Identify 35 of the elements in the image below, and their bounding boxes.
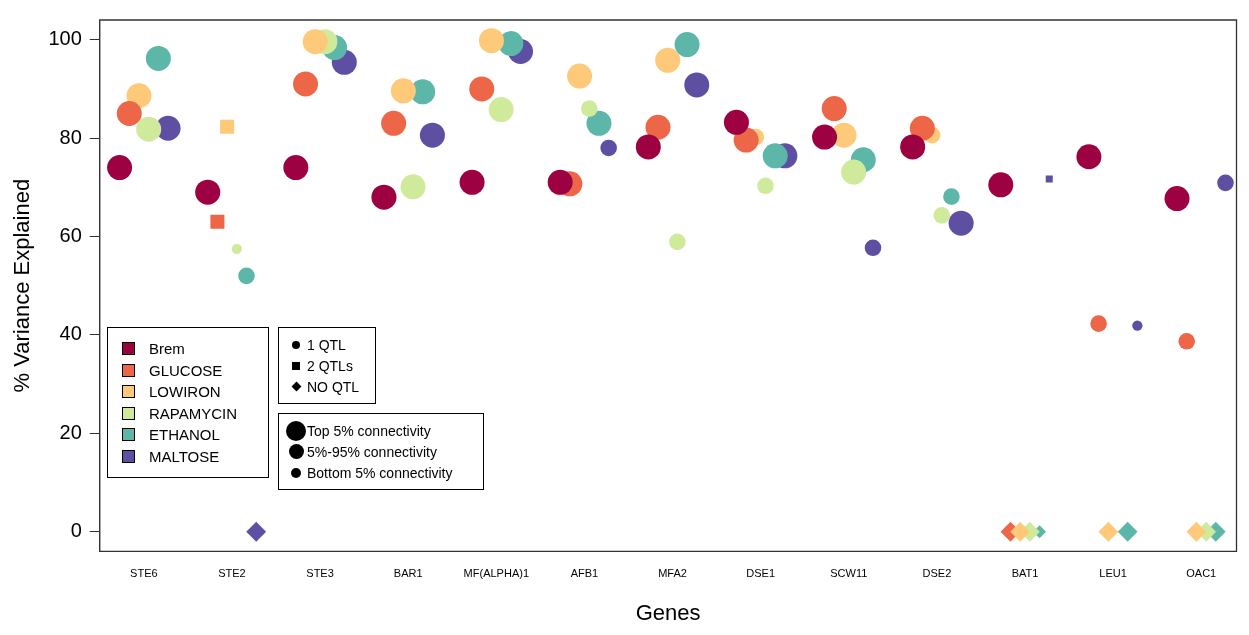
x-tick-label: BAT1 — [1011, 567, 1039, 580]
legend-label: RAPAMYCIN — [149, 404, 238, 422]
shape-key-panel: 1 QTL 2 QTLs NO QTL — [278, 327, 376, 404]
annotation: Top 5% connectivity — [307, 422, 431, 439]
x-tick-label: MFA2 — [658, 567, 687, 580]
y-tick-label: 0 — [70, 519, 82, 542]
legend-label: GLUCOSE — [149, 361, 223, 379]
y-tick-label: 80 — [59, 125, 82, 148]
x-tick-label: OAC1 — [1186, 567, 1217, 580]
size-key-panel: Top 5% connectivity 5%-95% connectivity Bottom 5% connectivity — [278, 413, 484, 490]
x-tick-label: LEU1 — [1099, 567, 1127, 580]
x-tick-label: STE6 — [130, 567, 158, 580]
annotation: NO QTL — [307, 378, 360, 395]
y-tick-label: 60 — [59, 224, 82, 247]
y-tick-label: 20 — [59, 420, 82, 443]
x-tick-label: BAR1 — [393, 567, 423, 580]
legend-label: MALTOSE — [149, 447, 220, 465]
annotation: Bottom 5% connectivity — [307, 464, 453, 481]
legend-label: LOWIRON — [149, 383, 221, 401]
y-axis-title: % Variance Explained — [9, 178, 35, 393]
x-tick-label: MF(ALPHA)1 — [463, 567, 530, 580]
x-tick-label: STE2 — [218, 567, 246, 580]
y-tick-label: 40 — [59, 322, 82, 345]
annotation: 1 QTL — [307, 336, 346, 353]
x-tick-label: AFB1 — [570, 567, 599, 580]
annotation: 2 QTLs — [307, 357, 353, 374]
annotation: 5%-95% connectivity — [307, 443, 437, 460]
legend-label: ETHANOL — [149, 426, 220, 444]
x-tick-label: STE3 — [306, 567, 334, 580]
x-tick-label: SCW11 — [830, 567, 868, 580]
x-tick-label: DSE1 — [746, 567, 776, 580]
x-tick-label: DSE2 — [922, 567, 952, 580]
legend-label: Brem — [149, 340, 185, 358]
x-axis-title: Genes — [635, 599, 701, 625]
y-tick-label: 100 — [48, 27, 82, 50]
